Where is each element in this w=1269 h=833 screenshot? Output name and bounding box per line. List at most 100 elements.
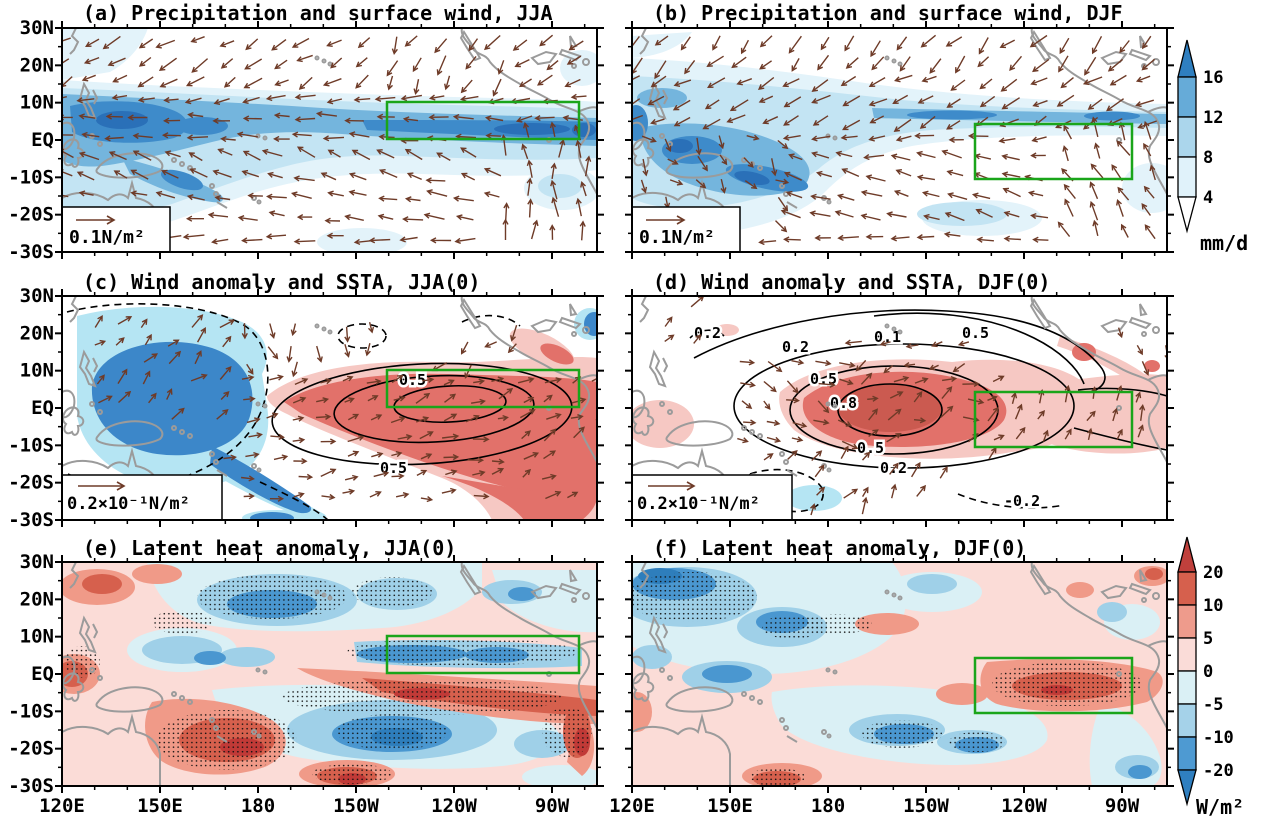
axis-ticks	[625, 289, 1174, 527]
vector-scale-label: 0.1N/m²	[639, 227, 715, 248]
lat-tick-label: 10N	[20, 626, 54, 648]
lon-tick-label: 120E	[609, 795, 655, 817]
colorbar-tick-label: 5	[1203, 629, 1213, 649]
colorbar-tick-label: -20	[1203, 761, 1234, 781]
axis-ticks	[625, 21, 1174, 259]
contour-label: 0.5	[857, 439, 884, 457]
contour-label: 0.5	[962, 324, 989, 342]
lat-tick-label: -20S	[8, 204, 54, 226]
lat-tick-label: 20N	[20, 322, 54, 344]
axis-ticks	[55, 555, 604, 793]
wind-anomaly-vector-field	[664, 296, 1167, 516]
reference-arrow-icon	[646, 215, 686, 225]
axis-ticks	[625, 555, 1174, 793]
vector-scale-legend: 0.1N/m²	[62, 206, 171, 252]
analysis-region-box	[385, 368, 581, 409]
vector-scale-label: 0.1N/m²	[69, 227, 145, 248]
significance-stippling	[632, 572, 1142, 786]
vector-scale-legend: 0.1N/m²	[632, 206, 741, 252]
lat-tick-label: 20N	[20, 54, 54, 76]
colorbar-tick-label: 16	[1203, 68, 1223, 88]
panel-d-title: (d) Wind anomaly and SSTA, DJF(0)	[653, 270, 1050, 294]
lon-tick-label: 120W	[1001, 795, 1047, 817]
colorbar-tick-label: 20	[1203, 563, 1223, 583]
panel-c-title: (c) Wind anomaly and SSTA, JJA(0)	[83, 270, 480, 294]
wind-vector-field	[632, 34, 1157, 246]
lat-tick-label: -30S	[8, 509, 54, 531]
lon-tick-label: 180	[241, 795, 275, 817]
contour-label: 0.2	[880, 459, 907, 477]
lat-tick-label: -20S	[8, 472, 54, 494]
vector-scale-legend: 0.2×10⁻¹N/m²	[62, 474, 223, 520]
lon-tick-label: 120E	[39, 795, 85, 817]
colorbar-tick-label: 10	[1203, 596, 1223, 616]
lat-tick-label: EQ	[31, 663, 54, 685]
lon-tick-label: 150E	[137, 795, 183, 817]
lat-tick-label: -30S	[8, 775, 54, 797]
lon-tick-label: 90W	[535, 795, 570, 817]
reference-arrow-icon	[648, 481, 696, 491]
contour-label: 0.2	[694, 324, 721, 342]
colorbar-tick-label: 0	[1203, 662, 1213, 682]
lat-tick-label: -30S	[8, 241, 54, 263]
contour-label: 0.5	[399, 371, 426, 389]
vector-scale-label: 0.2×10⁻¹N/m²	[637, 494, 760, 514]
lat-tick-label: -10S	[8, 434, 54, 456]
lon-tick-label: 150W	[333, 795, 379, 817]
colorbar-tick-label: -5	[1203, 695, 1223, 715]
colorbar-tick-label: 12	[1203, 108, 1223, 128]
precip-colorbar-unit: mm/d	[1200, 231, 1248, 255]
axis-ticks	[55, 21, 604, 259]
lon-tick-label: 150W	[903, 795, 949, 817]
reference-arrow-icon	[76, 215, 116, 225]
vector-scale-label: 0.2×10⁻¹N/m²	[67, 494, 190, 514]
analysis-region-box	[385, 634, 581, 675]
panel-c-map: 0.5 0.5 0.2×10⁻¹N/m²	[55, 289, 604, 527]
analysis-region-box	[973, 390, 1134, 449]
wind-vector-field	[62, 34, 592, 246]
lat-tick-label: 10N	[20, 92, 54, 114]
panel-b-title: (b) Precipitation and surface wind, DJF	[653, 1, 1123, 25]
analysis-region-box	[973, 122, 1134, 181]
panel-e-title: (e) Latent heat anomaly, JJA(0)	[83, 536, 456, 560]
lat-tick-label: EQ	[31, 129, 54, 151]
lat-tick-label: -10S	[8, 700, 54, 722]
panel-d-map: 0.2 0.2 0.1 0.5 0.5 0.8 0.5 0.2 0.2 -0.2…	[625, 289, 1174, 527]
panel-a-title: (a) Precipitation and surface wind, JJA	[83, 1, 553, 25]
generated-axes-and-vectors: 30N 20N 10N EQ -10S -20S -30S 30N 20N 10N EQ -10S -2…	[8, 17, 1139, 817]
lon-tick-label: 180	[811, 795, 845, 817]
lat-tick-label: 20N	[20, 588, 54, 610]
contour-label: -0.2	[1004, 492, 1040, 510]
contour-label: 0.1	[874, 328, 901, 346]
colorbar-tick-label: 8	[1203, 148, 1213, 168]
analysis-region-box	[973, 656, 1134, 715]
lat-tick-label: EQ	[31, 397, 54, 419]
latent-colorbar-unit: W/m²	[1196, 795, 1244, 819]
colorbar-tick-label: 4	[1203, 188, 1213, 208]
colorbar-tick-label: -10	[1203, 728, 1234, 748]
panel-e-map	[55, 555, 604, 793]
lat-tick-label: -20S	[8, 738, 54, 760]
lon-tick-label: 120W	[431, 795, 477, 817]
reference-arrow-icon	[78, 481, 126, 491]
lat-tick-label: 30N	[20, 285, 54, 307]
latent-heat-colorbar: 20 10 5 0 -5 -10 -20	[1177, 536, 1234, 807]
lon-tick-label: 150E	[707, 795, 753, 817]
lat-tick-label: 30N	[20, 17, 54, 39]
wind-anomaly-vector-field	[94, 314, 597, 503]
vector-scale-legend: 0.2×10⁻¹N/m²	[632, 474, 793, 520]
panel-f-title: (f) Latent heat anomaly, DJF(0)	[653, 536, 1026, 560]
lat-tick-label: 10N	[20, 360, 54, 382]
panel-a-map: 0.1N/m²	[55, 21, 604, 259]
significance-stippling	[64, 575, 592, 784]
panel-b-map: 0.1N/m²	[625, 21, 1174, 259]
lat-tick-label: -10S	[8, 166, 54, 188]
analysis-region-box	[385, 100, 581, 141]
precipitation-colorbar: 16 12 8 4	[1177, 39, 1223, 234]
lon-tick-label: 90W	[1105, 795, 1140, 817]
lat-tick-label: 30N	[20, 551, 54, 573]
panel-f-map	[625, 555, 1174, 793]
contour-label: 0.2	[782, 338, 809, 356]
